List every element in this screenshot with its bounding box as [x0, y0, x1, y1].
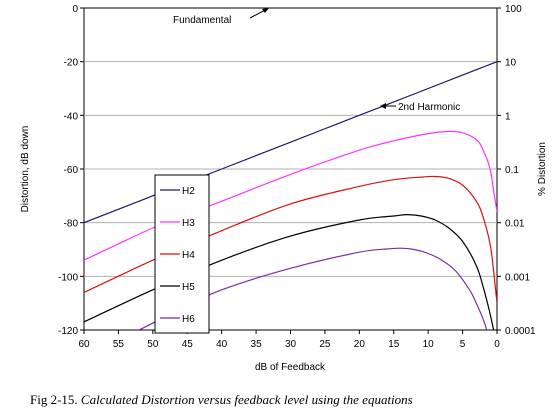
x-tick-label: 0 — [494, 339, 500, 350]
x-tick-label: 25 — [319, 339, 331, 350]
legend-label-h2: H2 — [182, 186, 195, 197]
x-axis-ticks: 60 55 50 45 40 35 30 25 20 15 10 5 0 — [78, 330, 500, 350]
legend: H2 H3 H4 H5 H6 — [154, 174, 210, 334]
y-axis-ticks: 0 -20 -40 -60 -80 -100 -120 — [58, 4, 84, 337]
fundamental-annotation: Fundamental — [173, 15, 231, 26]
grid-lines — [84, 61, 497, 277]
y-tick-label: -120 — [58, 326, 78, 337]
second-harmonic-arrow-icon — [380, 103, 396, 109]
y2-axis-label: % Distortion — [537, 142, 548, 196]
legend-label-h4: H4 — [182, 250, 195, 261]
legend-label-h3: H3 — [182, 218, 195, 229]
y-tick-label: -100 — [58, 272, 78, 283]
x-tick-label: 15 — [388, 339, 400, 350]
second-harmonic-annotation: 2nd Harmonic — [398, 102, 460, 113]
y-tick-label: -20 — [64, 58, 79, 69]
fundamental-arrow-icon — [249, 8, 269, 19]
y-tick-label: -40 — [64, 111, 79, 122]
y2-tick-label: 10 — [505, 58, 517, 69]
series-line-h3 — [84, 130, 497, 261]
series-line-h5 — [84, 213, 495, 330]
legend-label-h6: H6 — [182, 314, 195, 325]
figure-caption: Fig 2-15. Calculated Distortion versus f… — [30, 392, 550, 408]
legend-label-h5: H5 — [182, 282, 195, 293]
x-tick-label: 5 — [460, 339, 466, 350]
x-tick-label: 35 — [251, 339, 263, 350]
caption-text: Calculated Distortion versus feedback le… — [80, 392, 413, 407]
y-tick-label: -60 — [64, 165, 79, 176]
x-tick-label: 10 — [423, 339, 435, 350]
y2-tick-label: 0.1 — [505, 165, 519, 176]
y2-tick-label: 0.001 — [505, 272, 530, 283]
y2-tick-label: 100 — [505, 4, 522, 15]
x-tick-label: 20 — [354, 339, 366, 350]
series-lines — [84, 61, 497, 330]
series-line-h6 — [138, 247, 488, 330]
y2-axis-ticks: 100 10 1 0.1 0.01 0.001 0.0001 — [497, 4, 536, 337]
x-tick-label: 45 — [182, 339, 194, 350]
y-tick-label: -80 — [64, 219, 79, 230]
caption-figure-number: Fig 2-15. — [30, 392, 78, 407]
y-tick-label: 0 — [72, 4, 78, 15]
y2-tick-label: 0.0001 — [505, 326, 536, 337]
y-axis-label: Distortion, dB down — [20, 126, 31, 213]
x-tick-label: 60 — [78, 339, 90, 350]
x-tick-label: 55 — [113, 339, 125, 350]
series-line-h4 — [84, 175, 497, 304]
x-axis-label: dB of Feedback — [255, 362, 326, 373]
y2-tick-label: 0.01 — [505, 219, 525, 230]
x-tick-label: 40 — [216, 339, 228, 350]
x-tick-label: 50 — [147, 339, 159, 350]
x-tick-label: 30 — [285, 339, 297, 350]
y2-tick-label: 1 — [505, 111, 511, 122]
